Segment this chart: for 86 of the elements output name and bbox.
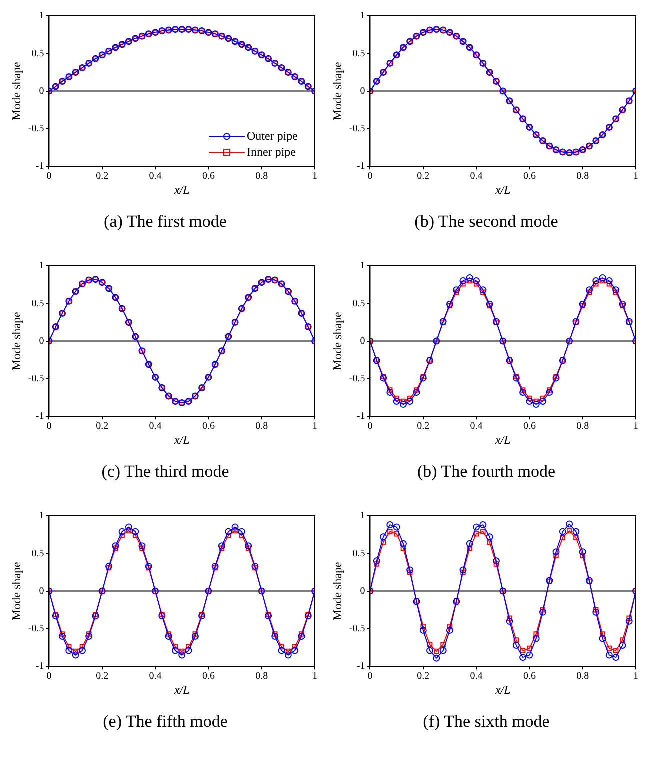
- x-tick-label: 0.6: [202, 171, 215, 182]
- x-tick-label: 0.6: [523, 671, 536, 682]
- x-tick-label: 0.8: [576, 171, 590, 182]
- y-tick-label: 0: [39, 586, 44, 597]
- y-tick-label: 1: [360, 510, 366, 522]
- y-tick-label: 0.5: [352, 48, 366, 60]
- x-tick-label: 0.2: [96, 671, 109, 682]
- x-tick-label: 1: [312, 421, 318, 432]
- legend-label: Outer pipe: [247, 128, 298, 143]
- x-tick-label: 0.4: [470, 671, 483, 682]
- y-tick-label: 0.5: [352, 548, 366, 560]
- y-tick-label: 1: [360, 260, 366, 272]
- x-tick-label: 0: [46, 421, 52, 432]
- y-tick-label: -1: [36, 161, 44, 172]
- y-tick-label: 1: [39, 260, 44, 272]
- y-axis-title: Mode shape: [330, 62, 344, 120]
- x-tick-label: 0.6: [523, 421, 536, 432]
- y-tick-label: -0.5: [28, 124, 44, 135]
- x-tick-label: 0.8: [256, 421, 268, 432]
- x-tick-label: 0.4: [149, 421, 162, 432]
- y-tick-label: 0.5: [32, 48, 44, 60]
- x-tick-label: 0.8: [256, 171, 268, 182]
- x-tick-label: 0.2: [96, 171, 109, 182]
- y-tick-label: -0.5: [349, 624, 366, 635]
- y-axis-title: Mode shape: [9, 62, 24, 120]
- legend-label: Inner pipe: [247, 144, 296, 159]
- x-tick-label: 0: [368, 171, 373, 182]
- text: (f) The sixth mode: [423, 712, 550, 732]
- y-axis-title: Mode shape: [330, 312, 344, 370]
- y-tick-label: 0.5: [32, 548, 44, 560]
- y-tick-label: -0.5: [28, 624, 44, 635]
- y-axis-title: Mode shape: [9, 562, 24, 620]
- x-axis-title: x/L: [494, 432, 512, 447]
- x-tick-label: 1: [634, 421, 638, 432]
- y-tick-label: -1: [356, 411, 366, 422]
- y-tick-label: -1: [36, 661, 44, 672]
- x-tick-label: 0.2: [417, 171, 430, 182]
- x-tick-label: 0.2: [417, 671, 430, 682]
- y-axis-title: Mode shape: [330, 562, 344, 620]
- y-tick-label: -1: [356, 161, 366, 172]
- y-tick-label: -0.5: [349, 374, 366, 385]
- x-tick-label: 0.2: [96, 421, 109, 432]
- x-axis-title: x/L: [494, 682, 512, 697]
- y-tick-label: 0.5: [32, 298, 44, 310]
- y-tick-label: 0: [360, 336, 366, 347]
- x-tick-label: 0.8: [576, 421, 590, 432]
- x-tick-label: 0.4: [470, 421, 483, 432]
- x-axis-title: x/L: [173, 182, 190, 197]
- y-tick-label: 1: [39, 10, 44, 22]
- x-tick-label: 0.8: [576, 671, 590, 682]
- y-tick-label: 1: [360, 10, 366, 22]
- x-tick-label: 0: [46, 671, 52, 682]
- y-tick-label: 0.5: [352, 298, 366, 310]
- text: (c) The third mode: [102, 462, 230, 482]
- x-axis-title: x/L: [173, 432, 190, 447]
- text: (b) The fourth mode: [417, 462, 556, 482]
- x-tick-label: 0.4: [149, 671, 162, 682]
- x-tick-label: 0: [368, 671, 373, 682]
- text: (b) The second mode: [414, 212, 558, 232]
- x-tick-label: 0.4: [149, 171, 162, 182]
- text: (e) The fifth mode: [103, 712, 228, 732]
- y-tick-label: 0: [39, 86, 44, 97]
- x-axis-title: x/L: [173, 682, 190, 697]
- x-tick-label: 1: [312, 171, 318, 182]
- x-tick-label: 0.2: [417, 421, 430, 432]
- x-tick-label: 0.6: [202, 421, 215, 432]
- y-tick-label: 0: [360, 86, 366, 97]
- y-tick-label: -0.5: [28, 374, 44, 385]
- x-tick-label: 1: [634, 171, 638, 182]
- y-tick-label: 0: [360, 586, 366, 597]
- x-tick-label: 0.4: [470, 171, 483, 182]
- x-tick-label: 0.6: [523, 171, 536, 182]
- x-tick-label: 0.8: [256, 671, 268, 682]
- x-tick-label: 0.6: [202, 671, 215, 682]
- y-axis-title: Mode shape: [9, 312, 24, 370]
- y-tick-label: -0.5: [349, 124, 366, 135]
- x-tick-label: 1: [312, 671, 318, 682]
- y-tick-label: -1: [356, 661, 366, 672]
- x-tick-label: 0: [368, 421, 373, 432]
- text: (a) The first mode: [104, 212, 227, 232]
- y-tick-label: 1: [39, 510, 44, 522]
- y-tick-label: -1: [36, 411, 44, 422]
- x-axis-title: x/L: [494, 182, 512, 197]
- y-tick-label: 0: [39, 336, 44, 347]
- x-tick-label: 1: [634, 671, 638, 682]
- x-tick-label: 0: [46, 171, 52, 182]
